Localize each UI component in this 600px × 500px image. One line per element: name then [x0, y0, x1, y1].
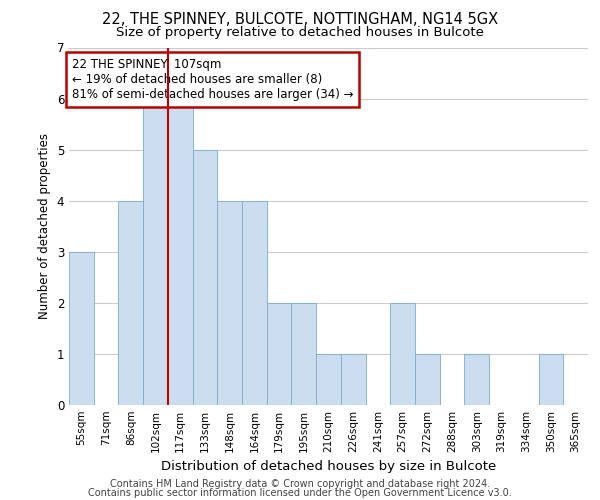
- Bar: [464, 354, 489, 405]
- Text: Contains HM Land Registry data © Crown copyright and database right 2024.: Contains HM Land Registry data © Crown c…: [110, 479, 490, 489]
- Bar: [292, 303, 316, 405]
- Bar: [193, 150, 217, 405]
- Y-axis label: Number of detached properties: Number of detached properties: [38, 133, 51, 320]
- Bar: [143, 98, 168, 405]
- Bar: [539, 354, 563, 405]
- Text: 22 THE SPINNEY: 107sqm
← 19% of detached houses are smaller (8)
81% of semi-deta: 22 THE SPINNEY: 107sqm ← 19% of detached…: [71, 58, 353, 101]
- X-axis label: Distribution of detached houses by size in Bulcote: Distribution of detached houses by size …: [161, 460, 496, 473]
- Bar: [69, 252, 94, 405]
- Bar: [217, 200, 242, 405]
- Bar: [267, 303, 292, 405]
- Bar: [242, 200, 267, 405]
- Text: Contains public sector information licensed under the Open Government Licence v3: Contains public sector information licen…: [88, 488, 512, 498]
- Bar: [341, 354, 365, 405]
- Bar: [415, 354, 440, 405]
- Bar: [316, 354, 341, 405]
- Text: Size of property relative to detached houses in Bulcote: Size of property relative to detached ho…: [116, 26, 484, 39]
- Bar: [118, 200, 143, 405]
- Text: 22, THE SPINNEY, BULCOTE, NOTTINGHAM, NG14 5GX: 22, THE SPINNEY, BULCOTE, NOTTINGHAM, NG…: [102, 12, 498, 28]
- Bar: [390, 303, 415, 405]
- Bar: [168, 98, 193, 405]
